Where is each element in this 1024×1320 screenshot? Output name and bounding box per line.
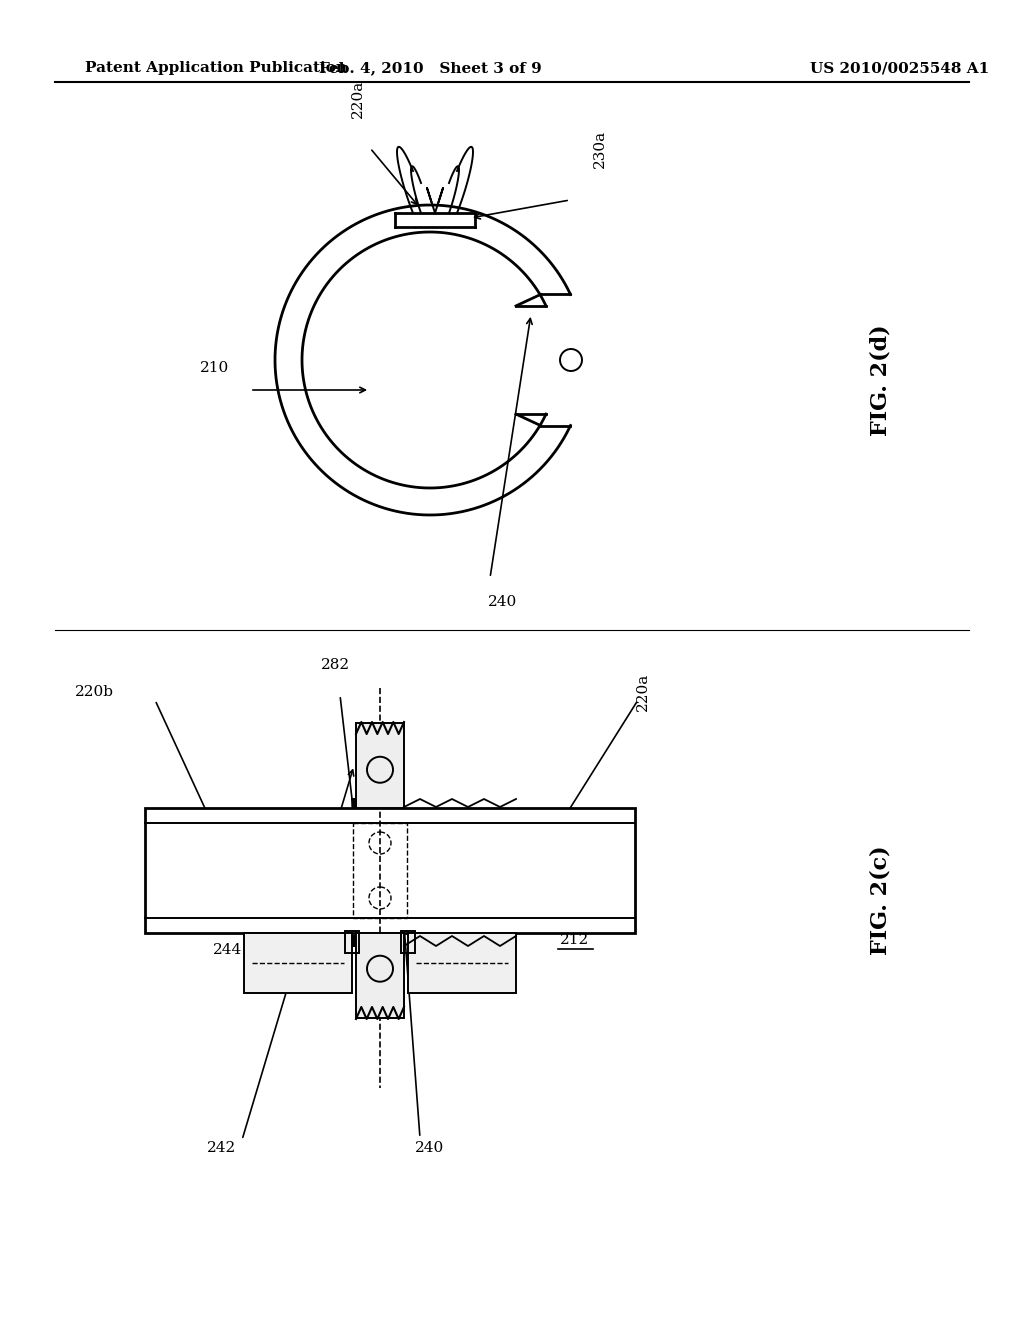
- Text: 242: 242: [208, 1140, 237, 1155]
- Bar: [356, 723, 404, 808]
- Text: Patent Application Publication: Patent Application Publication: [85, 61, 347, 75]
- Text: 282: 282: [321, 657, 349, 672]
- Text: 210: 210: [201, 360, 229, 375]
- Bar: [145, 808, 635, 933]
- Bar: [356, 933, 404, 1018]
- Text: US 2010/0025548 A1: US 2010/0025548 A1: [810, 61, 989, 75]
- Text: FIG. 2(c): FIG. 2(c): [869, 845, 891, 954]
- Bar: [408, 933, 516, 993]
- Bar: [353, 822, 407, 917]
- Text: 220a: 220a: [351, 79, 365, 117]
- Text: 220b: 220b: [75, 685, 114, 700]
- Text: 240: 240: [416, 1140, 444, 1155]
- Bar: [401, 931, 415, 953]
- Text: 230a: 230a: [593, 129, 607, 168]
- Text: FIG. 2(d): FIG. 2(d): [869, 325, 891, 436]
- Text: 240: 240: [488, 595, 517, 609]
- Bar: [244, 933, 352, 993]
- Text: Feb. 4, 2010   Sheet 3 of 9: Feb. 4, 2010 Sheet 3 of 9: [318, 61, 542, 75]
- Text: 244: 244: [213, 942, 242, 957]
- Bar: [345, 931, 359, 953]
- Text: 220a: 220a: [636, 673, 650, 711]
- Text: 280: 280: [452, 941, 481, 954]
- Text: 212: 212: [560, 933, 590, 946]
